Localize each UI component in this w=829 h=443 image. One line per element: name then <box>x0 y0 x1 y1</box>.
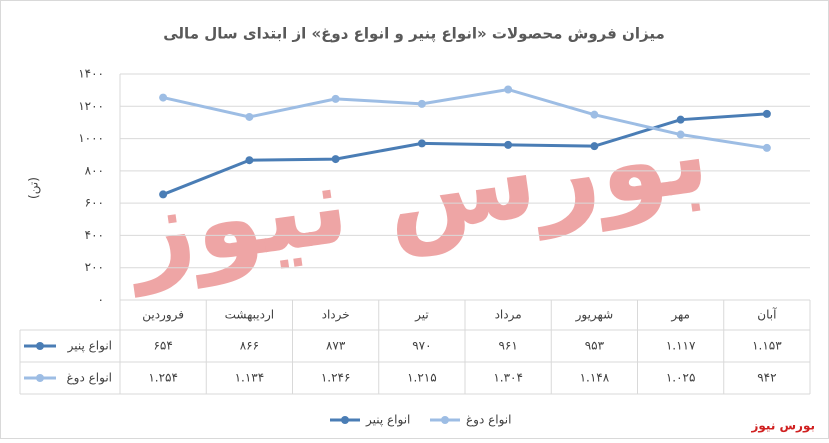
point <box>417 139 426 148</box>
table-value: ۶۵۴ <box>153 339 172 353</box>
y-tick-label: ۲۰۰ <box>85 260 104 274</box>
y-tick-label: ۸۰۰ <box>85 163 104 177</box>
y-tick-label: ۱۰۰۰ <box>78 131 104 145</box>
credit: بورس نیوز <box>750 419 815 434</box>
legend-label: انواع پنیر <box>365 413 410 428</box>
legend-dot <box>441 416 449 424</box>
table-value: ۹۵۳ <box>585 339 605 353</box>
point <box>159 93 168 102</box>
x-tick-label: مهر <box>670 308 690 323</box>
x-tick-label: خرداد <box>322 308 350 323</box>
table-value: ۱.۱۴۸ <box>580 371 610 385</box>
point <box>676 115 685 124</box>
table-value: ۱.۳۰۴ <box>493 371 523 385</box>
table-value: ۹۴۲ <box>757 371 776 385</box>
table-value: ۱.۱۵۳ <box>752 339 782 353</box>
table-value: ۱.۲۴۶ <box>321 371 351 385</box>
table-series-name: انواع پنیر <box>67 339 112 354</box>
y-tick-label: ۱۲۰۰ <box>78 99 104 113</box>
table-legend-dot <box>36 374 44 382</box>
series-line <box>162 112 767 196</box>
legend-label: انواع دوغ <box>466 413 511 428</box>
table-value: ۱.۲۱۵ <box>407 371 437 385</box>
x-tick-label: فروردین <box>142 308 184 323</box>
x-tick-label: اردیبهشت <box>225 308 274 323</box>
point <box>762 109 771 118</box>
point <box>590 110 599 119</box>
y-tick-label: ۴۰۰ <box>85 228 104 242</box>
point <box>676 130 685 139</box>
y-tick-label: ۰ <box>98 293 104 307</box>
table-value: ۱.۲۵۴ <box>148 371 178 385</box>
point <box>762 143 771 152</box>
point <box>245 156 254 165</box>
x-tick-label: مرداد <box>495 308 522 323</box>
table-value: ۱.۰۲۵ <box>666 371 696 385</box>
table-value: ۱.۱۳۴ <box>235 371 265 385</box>
x-tick-label: تیر <box>414 308 429 323</box>
y-tick-label: ۱۴۰۰ <box>78 67 104 81</box>
x-tick-label: آبان <box>757 307 777 322</box>
table-series-name: انواع دوغ <box>67 371 112 386</box>
y-tick-label: ۶۰۰ <box>85 196 104 210</box>
table-value: ۹۷۰ <box>412 339 431 353</box>
point <box>159 190 168 199</box>
point <box>417 99 426 108</box>
y-axis-label: (تن) <box>27 177 42 199</box>
point <box>504 85 513 94</box>
point <box>331 155 340 164</box>
legend-dot <box>341 416 349 424</box>
series-line <box>162 87 768 150</box>
point <box>590 142 599 151</box>
point <box>245 112 254 121</box>
chart-title: میزان فروش محصولات «انواع پنیر و انواع د… <box>163 25 665 44</box>
table-value: ۹۶۱ <box>498 339 517 353</box>
table-value: ۸۷۳ <box>326 339 346 353</box>
table-value: ۱.۱۱۷ <box>666 339 696 353</box>
x-tick-label: شهریور <box>575 308 614 323</box>
table-legend-dot <box>36 342 44 350</box>
table-value: ۸۶۶ <box>240 339 259 353</box>
point <box>331 94 340 103</box>
point <box>504 140 513 149</box>
